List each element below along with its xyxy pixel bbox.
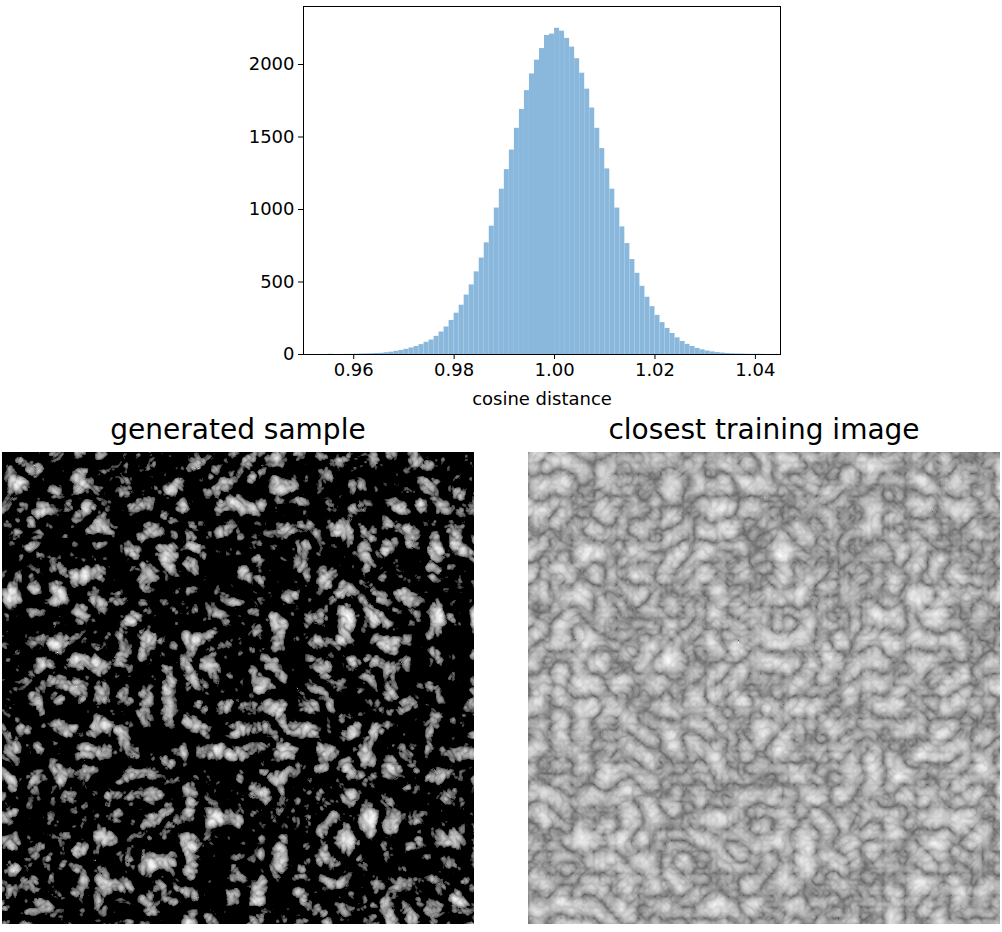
svg-text:1.02: 1.02 (635, 359, 675, 380)
svg-text:cosine distance: cosine distance (472, 388, 612, 409)
svg-text:1.00: 1.00 (535, 359, 575, 380)
svg-text:2000: 2000 (249, 53, 295, 74)
svg-text:0: 0 (283, 343, 294, 364)
svg-text:1000: 1000 (249, 198, 295, 219)
html-text:closest training image: closest training image (608, 413, 920, 446)
svg-text:1.04: 1.04 (735, 359, 775, 380)
html-text:generated sample: generated sample (110, 413, 366, 446)
svg-text:500: 500 (260, 271, 294, 292)
svg-text:1500: 1500 (249, 126, 295, 147)
svg-text:0.96: 0.96 (334, 359, 374, 380)
svg-text:0.98: 0.98 (434, 359, 474, 380)
